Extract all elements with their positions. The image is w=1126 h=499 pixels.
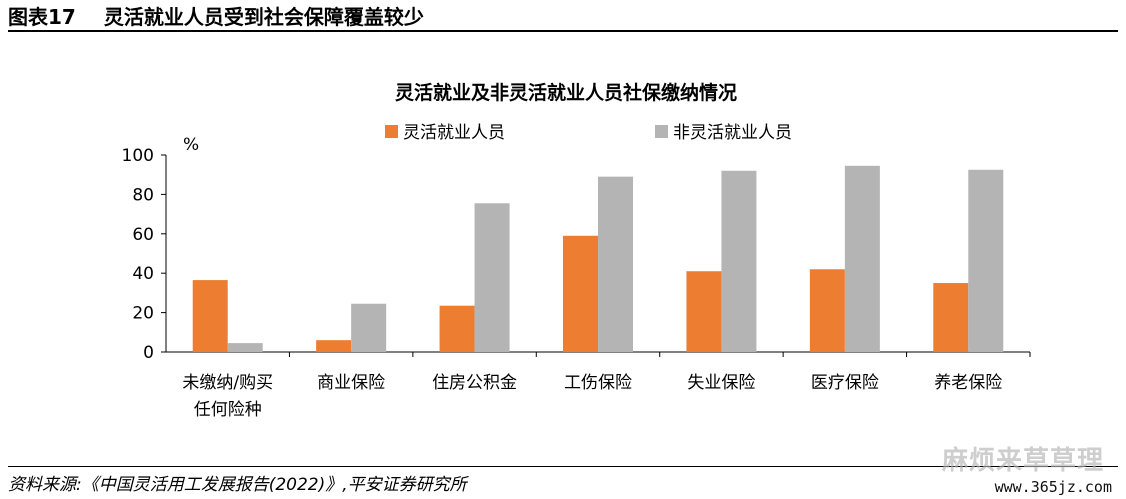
y-tick-label-0: 0 xyxy=(143,343,154,363)
figure-header: 图表17 灵活就业人员受到社会保障覆盖较少 xyxy=(8,0,424,30)
x-tick-label-1-0: 商业保险 xyxy=(317,373,385,393)
x-tick-label-3-0: 工伤保险 xyxy=(564,373,632,393)
bar-0-2 xyxy=(439,305,475,352)
chart-title: 灵活就业及非灵活就业人员社保缴纳情况 xyxy=(395,81,737,104)
bar-0-6 xyxy=(933,283,969,352)
y-tick-label-100: 100 xyxy=(122,146,154,166)
y-tick-label-40: 40 xyxy=(132,264,154,284)
bar-1-2 xyxy=(474,203,510,352)
bar-1-6 xyxy=(968,169,1004,352)
x-tick-label-4-0: 失业保险 xyxy=(687,373,755,393)
x-tick-label-0-1: 任何险种 xyxy=(194,400,262,420)
figure-label: 图表17 xyxy=(8,4,76,29)
legend-swatch-0 xyxy=(385,125,398,138)
bar-0-0 xyxy=(192,280,228,352)
legend-swatch-1 xyxy=(655,125,668,138)
bar-1-1 xyxy=(351,303,387,352)
bar-1-3 xyxy=(598,176,633,352)
bar-0-1 xyxy=(316,340,352,352)
y-tick-label-80: 80 xyxy=(132,185,154,205)
x-tick-label-5-0: 医疗保险 xyxy=(811,373,879,393)
figure-title: 灵活就业人员受到社会保障覆盖较少 xyxy=(103,4,424,29)
source-note: 资料来源:《中国灵活用工发展报告(2022)》,平安证券研究所 xyxy=(8,475,467,495)
x-tick-label-0-0: 未缴纳/购买 xyxy=(182,373,273,393)
bar-0-3 xyxy=(563,235,598,352)
y-axis-unit: % xyxy=(183,135,199,155)
watermark-url: www.365jz.com xyxy=(994,478,1112,496)
x-tick-label-6-0: 养老保险 xyxy=(934,373,1002,393)
bar-0-5 xyxy=(809,269,845,352)
footer-rule xyxy=(8,466,1118,467)
watermark: 麻烦来草草理 xyxy=(941,446,1104,476)
x-tick-label-2-0: 住房公积金 xyxy=(432,373,517,393)
bar-1-4 xyxy=(721,170,757,352)
header-rule xyxy=(8,30,1118,32)
bar-1-5 xyxy=(844,165,880,352)
legend-label-0: 灵活就业人员 xyxy=(403,123,505,143)
y-tick-label-60: 60 xyxy=(132,225,154,245)
legend-label-1: 非灵活就业人员 xyxy=(673,123,792,143)
bar-0-4 xyxy=(686,271,722,352)
bar-1-0 xyxy=(227,343,263,352)
y-tick-label-20: 20 xyxy=(132,304,154,324)
